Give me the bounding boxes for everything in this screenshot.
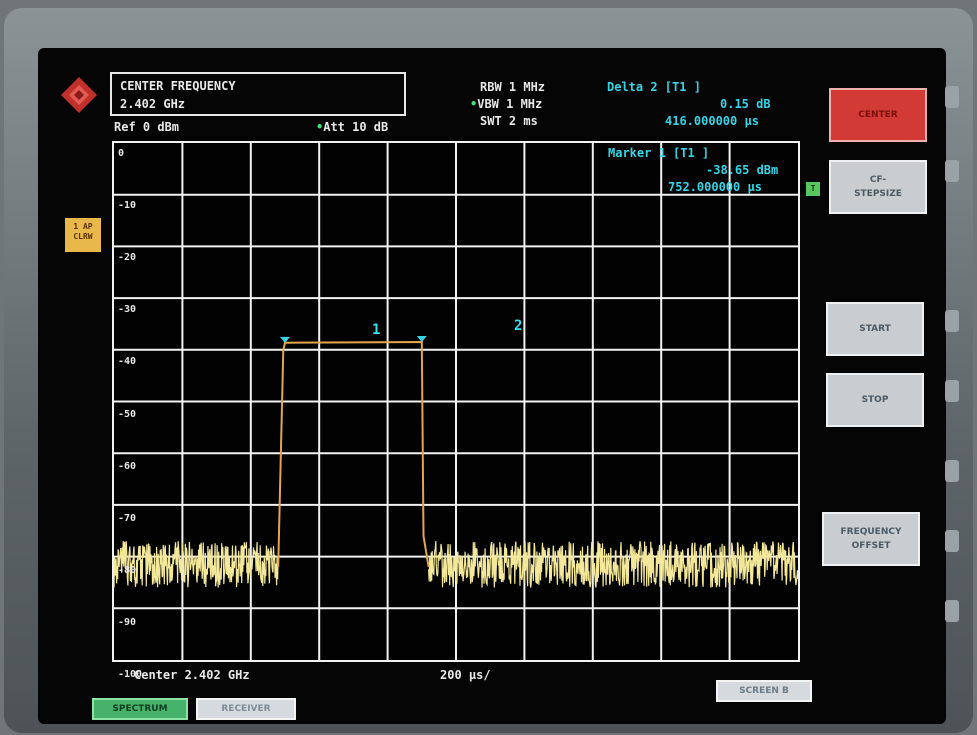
marker1-time: 752.000000 µs [668, 180, 762, 194]
sweep-time-readout: SWT 2 ms [480, 114, 538, 128]
marker1-title: Marker 1 [T1 ] [608, 146, 710, 160]
span-per-division: 200 µs/ [440, 668, 491, 682]
center-frequency-footer: Center 2.402 GHz [134, 668, 250, 682]
trace-noise-floor [114, 541, 279, 588]
y-tick-label: -40 [118, 356, 137, 368]
trace-noise-floor [428, 541, 798, 588]
bezel-notch [945, 310, 959, 332]
y-tick-label: -90 [118, 616, 137, 628]
attenuation: •Att 10 dB [316, 120, 389, 134]
y-tick-label: -100 [118, 669, 143, 680]
center-softkey[interactable]: CENTER [829, 88, 927, 142]
vbw-readout: •VBW 1 MHz [470, 97, 543, 111]
frequency-offset-softkey[interactable]: FREQUENCY OFFSET [822, 512, 920, 566]
spectrum-tab[interactable]: SPECTRUM [92, 698, 188, 720]
spectrum-plot [112, 141, 800, 662]
receiver-tab[interactable]: RECEIVER [196, 698, 296, 720]
y-tick-label: -20 [118, 252, 137, 264]
bezel-notch [945, 86, 959, 108]
y-tick-label: -60 [118, 460, 137, 472]
marker1-value: -38.65 dBm [706, 163, 779, 177]
cf-stepsize-softkey[interactable]: CF- STEPSIZE [829, 160, 927, 214]
parameter-title: CENTER FREQUENCY [120, 79, 236, 93]
y-tick-label: 0 [118, 148, 125, 159]
rbw-readout: RBW 1 MHz [480, 80, 546, 94]
marker-2-icon [416, 336, 427, 343]
bezel-notch [945, 460, 959, 482]
y-tick-label: -80 [118, 564, 137, 576]
delta-marker-title: Delta 2 [T1 ] [607, 80, 701, 94]
bezel-notch [945, 160, 959, 182]
bezel-notch [945, 530, 959, 552]
status-dot-icon: • [316, 120, 324, 134]
delta-marker-value: 0.15 dB [720, 97, 771, 111]
y-tick-label: -30 [118, 304, 137, 316]
y-tick-label: -10 [118, 200, 137, 212]
marker-2-label: 2 [514, 318, 523, 334]
y-tick-label: -50 [118, 408, 137, 420]
delta-marker-time: 416.000000 µs [665, 114, 759, 128]
stop-softkey[interactable]: STOP [826, 373, 924, 427]
marker-flag-icon: T [806, 182, 820, 196]
spectrum-plot-svg [114, 143, 798, 660]
marker-1-label: 1 [372, 322, 381, 338]
y-tick-label: -70 [118, 512, 137, 524]
parameter-entry-box[interactable] [110, 72, 406, 116]
reference-level: Ref 0 dBm [114, 120, 180, 134]
start-softkey[interactable]: START [826, 302, 924, 356]
trace-pulse [277, 340, 430, 568]
brand-logo-icon [61, 77, 97, 113]
bezel-notch [945, 380, 959, 402]
parameter-value: 2.402 GHz [120, 97, 186, 111]
marker-1-icon [280, 336, 290, 343]
screen-b-tab[interactable]: SCREEN B [716, 680, 812, 702]
bezel-notch [945, 600, 959, 622]
status-dot-icon: • [470, 97, 478, 111]
trace-mode-tag: 1 AP CLRW [65, 218, 101, 252]
